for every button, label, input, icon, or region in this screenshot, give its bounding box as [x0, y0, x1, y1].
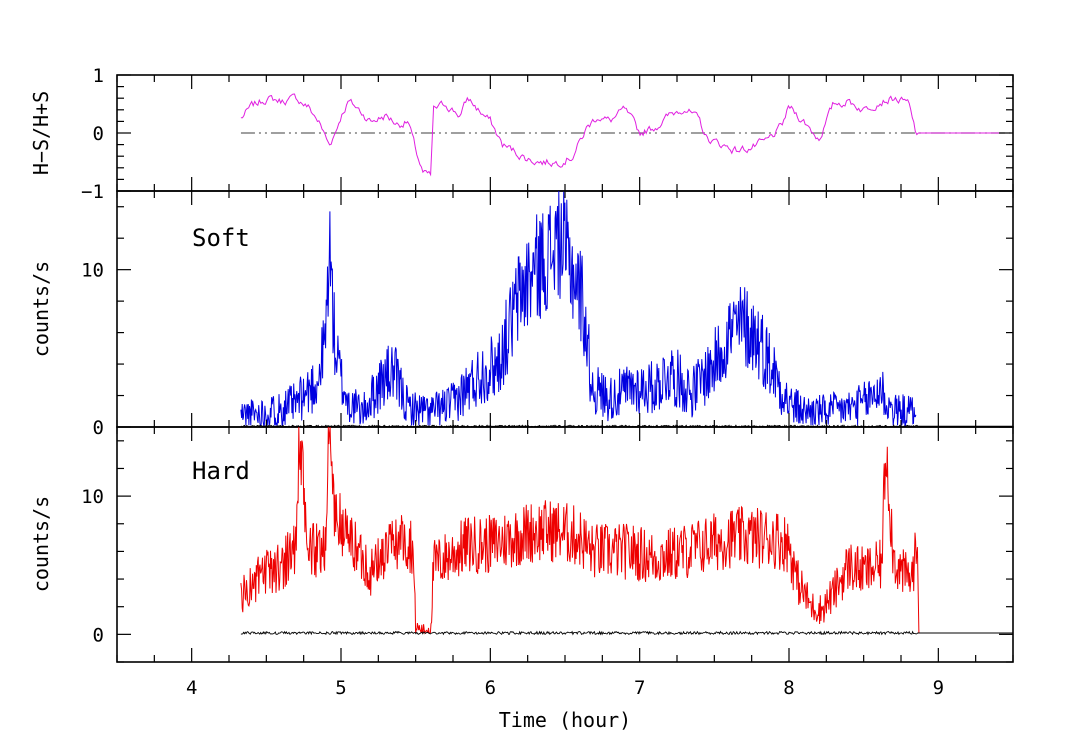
hard-panel-frame: [116, 426, 1014, 663]
ratio-ytick-label: 0: [93, 123, 104, 145]
hard-series-group: [240, 426, 1013, 636]
hard-y-axis-title: counts/s: [29, 496, 53, 592]
hard-series-hard-background-line: [240, 630, 1013, 636]
hard-ticks: [116, 427, 1014, 663]
ratio-ticks: [116, 74, 1014, 192]
soft-series-soft-line: [240, 190, 917, 427]
ratio-ytick-label: 1: [93, 65, 104, 87]
x-tick-label: 8: [783, 677, 794, 699]
ratio-panel: 1 0 −1 H−S/H+S: [29, 65, 1014, 203]
ratio-ytick-label: −1: [81, 181, 104, 203]
x-tick-labels: 4 5 6 7 8 9: [186, 677, 944, 699]
hard-ytick-label: 0: [93, 624, 104, 646]
soft-panel-label: Soft: [192, 224, 250, 252]
soft-ticks: [116, 191, 1014, 428]
soft-ytick-label: 10: [81, 260, 104, 282]
ratio-ytick-labels: 1 0 −1: [81, 65, 104, 203]
x-tick-label: 9: [933, 677, 944, 699]
soft-ytick-labels: 0 10: [81, 260, 104, 439]
hard-series-hard-line: [240, 426, 920, 635]
soft-y-axis-title: counts/s: [29, 261, 53, 357]
x-tick-label: 5: [335, 677, 346, 699]
ratio-y-axis-title: H−S/H+S: [29, 91, 53, 175]
hard-panel: 0 10 Hard counts/s: [29, 426, 1014, 663]
soft-ytick-label: 0: [93, 417, 104, 439]
x-tick-label: 6: [485, 677, 496, 699]
ratio-series-group: [240, 93, 1006, 177]
x-tick-label: 4: [186, 677, 197, 699]
hard-ytick-label: 10: [81, 486, 104, 508]
x-axis-title: Time (hour): [499, 708, 631, 732]
x-tick-label: 7: [634, 677, 645, 699]
soft-series-group: [240, 190, 1013, 429]
hard-ytick-labels: 0 10: [81, 486, 104, 646]
hard-panel-label: Hard: [192, 457, 250, 485]
soft-panel: 0 10 Soft counts/s: [29, 190, 1014, 439]
ratio-series-hardness-ratio-line: [240, 93, 1006, 177]
